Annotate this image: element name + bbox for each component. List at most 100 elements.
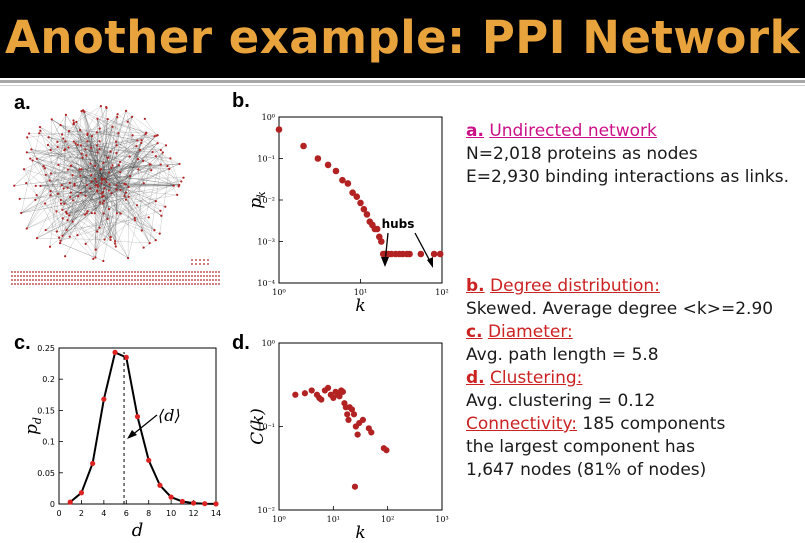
network-node <box>94 248 97 251</box>
component-node <box>86 283 88 285</box>
component-node <box>176 279 178 281</box>
component-node <box>199 259 201 261</box>
network-node <box>67 146 70 149</box>
network-edge <box>90 136 93 173</box>
component-node <box>188 279 190 281</box>
component-node <box>203 279 205 281</box>
network-node <box>81 156 84 159</box>
component-node <box>158 271 160 273</box>
component-node <box>218 275 220 277</box>
network-node <box>100 182 103 185</box>
network-node <box>69 191 73 194</box>
network-edge <box>66 191 98 214</box>
component-node <box>197 275 199 277</box>
network-node <box>92 257 95 261</box>
component-node <box>197 283 199 285</box>
network-node <box>169 157 172 160</box>
component-node <box>206 279 208 281</box>
component-node <box>59 279 61 281</box>
chart-b-point <box>436 250 444 258</box>
chart-d-point <box>330 394 337 402</box>
network-node <box>133 219 137 222</box>
network-node <box>114 240 117 243</box>
component-node <box>173 283 175 285</box>
network-node <box>46 143 50 147</box>
component-node <box>44 275 46 277</box>
chart-c-ylabel: pd <box>22 417 44 435</box>
network-node <box>30 148 33 151</box>
component-node <box>53 279 55 281</box>
network-node <box>56 145 59 149</box>
component-node <box>26 279 28 281</box>
network-node <box>182 176 185 179</box>
component-node <box>116 271 118 273</box>
network-node <box>43 202 47 205</box>
component-node <box>17 279 19 281</box>
network-node <box>117 164 121 167</box>
chart-c-mean-arrow <box>130 414 158 437</box>
component-node <box>107 275 109 277</box>
network-node <box>76 143 79 147</box>
network-node <box>59 198 62 202</box>
component-node <box>137 283 139 285</box>
component-node <box>23 283 25 285</box>
component-node <box>95 283 97 285</box>
network-node <box>59 202 63 205</box>
network-node <box>114 140 118 143</box>
component-node <box>167 275 169 277</box>
network-node <box>35 194 38 197</box>
component-node <box>104 275 106 277</box>
component-node <box>98 275 100 277</box>
component-node <box>200 275 202 277</box>
component-node <box>92 275 94 277</box>
network-node <box>100 177 103 180</box>
component-node <box>207 259 209 261</box>
component-node <box>83 275 85 277</box>
panel-a-label: a. <box>14 92 31 114</box>
network-node <box>156 134 159 137</box>
chart-b-point <box>378 238 385 245</box>
network-edge <box>60 175 103 204</box>
network-node <box>114 245 117 248</box>
component-node <box>203 263 205 265</box>
network-node <box>42 164 45 168</box>
component-node <box>110 279 112 281</box>
component-node <box>195 259 197 261</box>
network-edge <box>90 163 97 180</box>
component-node <box>215 275 217 277</box>
component-node <box>107 279 109 281</box>
network-edge <box>94 108 107 214</box>
chart-d-ytick-label: 10⁻¹ <box>257 423 275 432</box>
network-node <box>64 140 67 143</box>
component-node <box>146 271 148 273</box>
component-node <box>140 279 142 281</box>
component-node <box>122 283 124 285</box>
text-edges: E=2,930 binding interactions as links. <box>466 167 790 187</box>
network-edge <box>75 143 129 259</box>
chart-d-point <box>344 411 351 418</box>
component-node <box>164 283 166 285</box>
network-node <box>35 237 39 240</box>
component-node <box>95 279 97 281</box>
component-node <box>185 283 187 285</box>
component-node <box>206 275 208 277</box>
component-node <box>11 279 13 281</box>
component-node <box>191 279 193 281</box>
network-edge <box>51 119 81 176</box>
network-node <box>126 256 130 260</box>
text-connectivity: Connectivity: 185 components <box>466 413 725 435</box>
component-node <box>215 271 217 273</box>
network-node <box>164 144 168 147</box>
network-nodes <box>13 105 185 263</box>
component-node <box>122 271 124 273</box>
component-node <box>215 279 217 281</box>
component-node <box>119 271 121 273</box>
network-node <box>86 210 89 213</box>
network-node <box>115 188 118 191</box>
component-node <box>131 279 133 281</box>
network-node <box>68 214 71 217</box>
network-edge <box>62 134 180 186</box>
network-node <box>124 109 128 112</box>
network-node <box>44 173 47 176</box>
component-node <box>128 275 130 277</box>
